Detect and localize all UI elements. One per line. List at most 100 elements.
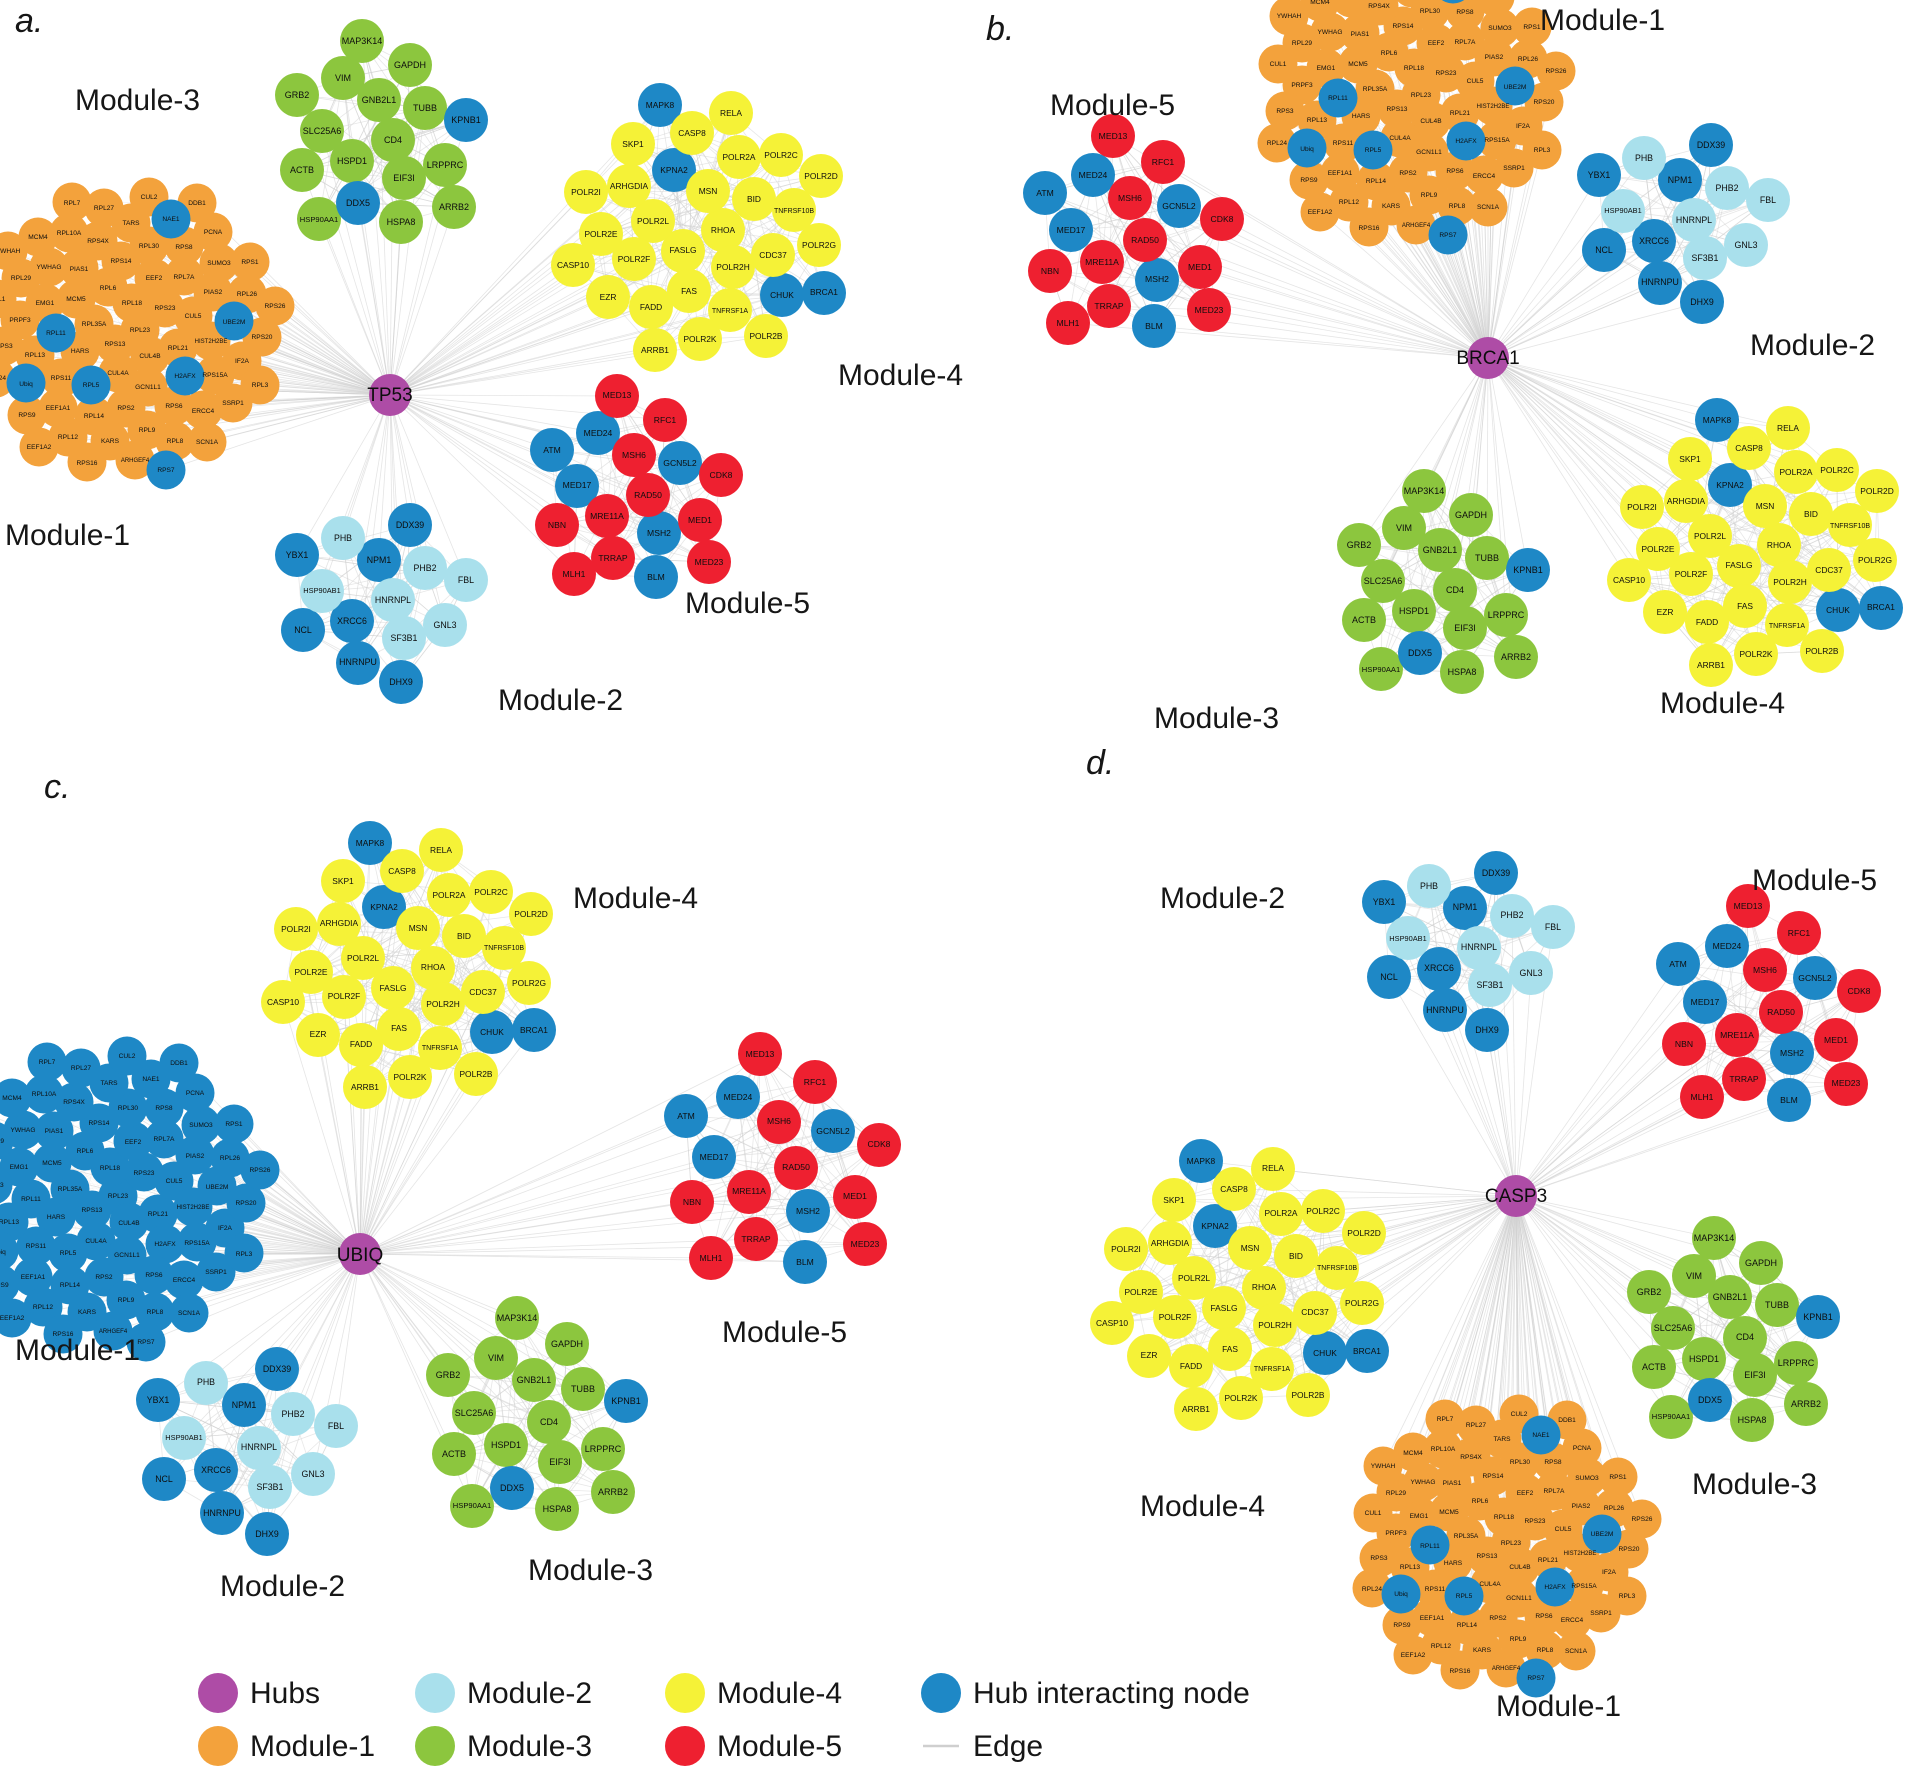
- svg-text:ARRB2: ARRB2: [1501, 652, 1531, 662]
- svg-text:MAPK8: MAPK8: [646, 100, 675, 110]
- svg-text:Module-4: Module-4: [838, 359, 963, 392]
- svg-text:RPL23: RPL23: [1501, 1540, 1521, 1547]
- svg-text:NPM1: NPM1: [367, 555, 392, 565]
- svg-text:RPL26: RPL26: [1518, 56, 1538, 63]
- svg-text:KPNB1: KPNB1: [611, 1396, 641, 1406]
- svg-text:RPS26: RPS26: [1546, 68, 1567, 75]
- svg-text:RPS8: RPS8: [175, 244, 193, 251]
- svg-text:HNRNPU: HNRNPU: [203, 1508, 241, 1518]
- svg-text:SF3B1: SF3B1: [391, 633, 418, 643]
- svg-text:MED17: MED17: [1057, 225, 1086, 235]
- svg-text:POLR2C: POLR2C: [1820, 465, 1854, 475]
- svg-text:EEF1A1: EEF1A1: [1420, 1615, 1445, 1622]
- svg-text:PHB: PHB: [1635, 153, 1653, 163]
- svg-text:MAPK8: MAPK8: [1703, 415, 1732, 425]
- svg-text:RPS11: RPS11: [1425, 1586, 1446, 1593]
- svg-text:H2AFX: H2AFX: [1544, 1584, 1566, 1591]
- svg-text:MSN: MSN: [1756, 501, 1775, 511]
- svg-text:RPS3: RPS3: [0, 343, 13, 350]
- svg-text:RELA: RELA: [1777, 423, 1799, 433]
- svg-text:RPS1: RPS1: [225, 1121, 243, 1128]
- svg-text:RPL27: RPL27: [1466, 1422, 1486, 1429]
- svg-text:ARHGEF4: ARHGEF4: [121, 458, 150, 464]
- svg-text:RPS6: RPS6: [1535, 1613, 1553, 1620]
- svg-text:HSPA8: HSPA8: [1738, 1415, 1767, 1425]
- svg-text:POLR2D: POLR2D: [514, 909, 548, 919]
- svg-text:SSRP1: SSRP1: [1503, 165, 1525, 172]
- svg-text:LRPPRC: LRPPRC: [427, 160, 464, 170]
- svg-text:NPM1: NPM1: [232, 1400, 257, 1410]
- svg-text:RPS2: RPS2: [117, 405, 135, 412]
- svg-text:MED13: MED13: [1099, 131, 1128, 141]
- svg-text:RPL35A: RPL35A: [1454, 1533, 1479, 1540]
- svg-text:EZR: EZR: [310, 1029, 327, 1039]
- svg-text:RPL14: RPL14: [84, 413, 104, 420]
- svg-text:SF3B1: SF3B1: [257, 1482, 284, 1492]
- svg-text:CUL4A: CUL4A: [107, 370, 129, 377]
- svg-text:POLR2L: POLR2L: [347, 953, 379, 963]
- svg-text:a.: a.: [15, 2, 43, 40]
- svg-text:TARS: TARS: [1493, 1436, 1511, 1443]
- svg-text:EEF1A2: EEF1A2: [0, 1315, 25, 1322]
- svg-text:RPS8: RPS8: [155, 1105, 173, 1112]
- svg-text:SCN1A: SCN1A: [1477, 204, 1500, 211]
- svg-text:RPL3: RPL3: [1534, 147, 1551, 154]
- svg-text:RPS13: RPS13: [1477, 1553, 1498, 1560]
- svg-text:MED24: MED24: [1713, 941, 1742, 951]
- svg-text:ARRB1: ARRB1: [351, 1082, 379, 1092]
- svg-text:CUL5: CUL5: [166, 1178, 183, 1185]
- svg-text:NAE1: NAE1: [162, 216, 180, 223]
- svg-text:RFC1: RFC1: [1788, 928, 1811, 938]
- svg-text:CDK8: CDK8: [868, 1139, 891, 1149]
- svg-text:PRPF3: PRPF3: [1385, 1530, 1407, 1537]
- svg-text:MED24: MED24: [724, 1092, 753, 1102]
- svg-text:BID: BID: [1289, 1251, 1303, 1261]
- svg-text:EEF1A2: EEF1A2: [1401, 1652, 1426, 1659]
- svg-text:Edge: Edge: [973, 1730, 1043, 1763]
- svg-text:CUL4A: CUL4A: [85, 1238, 107, 1245]
- svg-text:RPL6: RPL6: [1381, 50, 1398, 57]
- svg-text:RPL9: RPL9: [139, 427, 156, 434]
- svg-text:RPL13: RPL13: [1307, 117, 1327, 124]
- svg-text:NPM1: NPM1: [1453, 902, 1478, 912]
- svg-text:FBL: FBL: [1545, 922, 1561, 932]
- svg-text:BRCA1: BRCA1: [1867, 602, 1895, 612]
- svg-text:CASP10: CASP10: [1096, 1318, 1128, 1328]
- svg-text:PRPF3: PRPF3: [0, 1182, 4, 1189]
- svg-text:SCN1A: SCN1A: [196, 439, 219, 446]
- svg-text:MED13: MED13: [603, 390, 632, 400]
- svg-text:Module-3: Module-3: [467, 1730, 592, 1763]
- svg-text:RPL10A: RPL10A: [1431, 1446, 1456, 1453]
- svg-text:CD4: CD4: [384, 135, 402, 145]
- svg-text:DHX9: DHX9: [1690, 297, 1714, 307]
- svg-text:POLR2K: POLR2K: [1739, 649, 1772, 659]
- svg-text:PIAS1: PIAS1: [1351, 31, 1370, 38]
- svg-text:TRRAP: TRRAP: [1094, 301, 1123, 311]
- svg-text:Module-4: Module-4: [573, 882, 698, 915]
- svg-text:GAPDH: GAPDH: [394, 60, 426, 70]
- svg-text:MED1: MED1: [1824, 1035, 1848, 1045]
- svg-text:NBN: NBN: [548, 520, 566, 530]
- svg-text:MCM5: MCM5: [1348, 61, 1368, 68]
- svg-text:RPS9: RPS9: [1393, 1622, 1411, 1629]
- svg-text:RPS2: RPS2: [1489, 1615, 1507, 1622]
- svg-text:SUMO3: SUMO3: [207, 260, 231, 267]
- svg-text:UBE2M: UBE2M: [223, 319, 246, 326]
- svg-text:ERCC4: ERCC4: [1473, 173, 1496, 180]
- svg-text:NAE1: NAE1: [142, 1076, 160, 1083]
- svg-text:CDC37: CDC37: [1815, 565, 1843, 575]
- svg-text:TUBB: TUBB: [571, 1384, 595, 1394]
- svg-text:ATM: ATM: [1669, 959, 1687, 969]
- svg-text:PIAS2: PIAS2: [1485, 54, 1504, 61]
- svg-text:RPS6: RPS6: [165, 403, 183, 410]
- svg-text:RPL8: RPL8: [167, 438, 184, 445]
- svg-text:ARHGDIA: ARHGDIA: [1667, 496, 1706, 506]
- svg-text:RPL12: RPL12: [33, 1304, 53, 1311]
- svg-text:CASP3: CASP3: [1485, 1186, 1547, 1207]
- svg-text:KPNA2: KPNA2: [1201, 1221, 1229, 1231]
- svg-text:SSRP1: SSRP1: [222, 400, 244, 407]
- svg-text:EZR: EZR: [1141, 1350, 1158, 1360]
- svg-text:GNB2L1: GNB2L1: [517, 1375, 552, 1385]
- svg-text:NBN: NBN: [1675, 1039, 1693, 1049]
- svg-text:EEF2: EEF2: [1517, 1490, 1534, 1497]
